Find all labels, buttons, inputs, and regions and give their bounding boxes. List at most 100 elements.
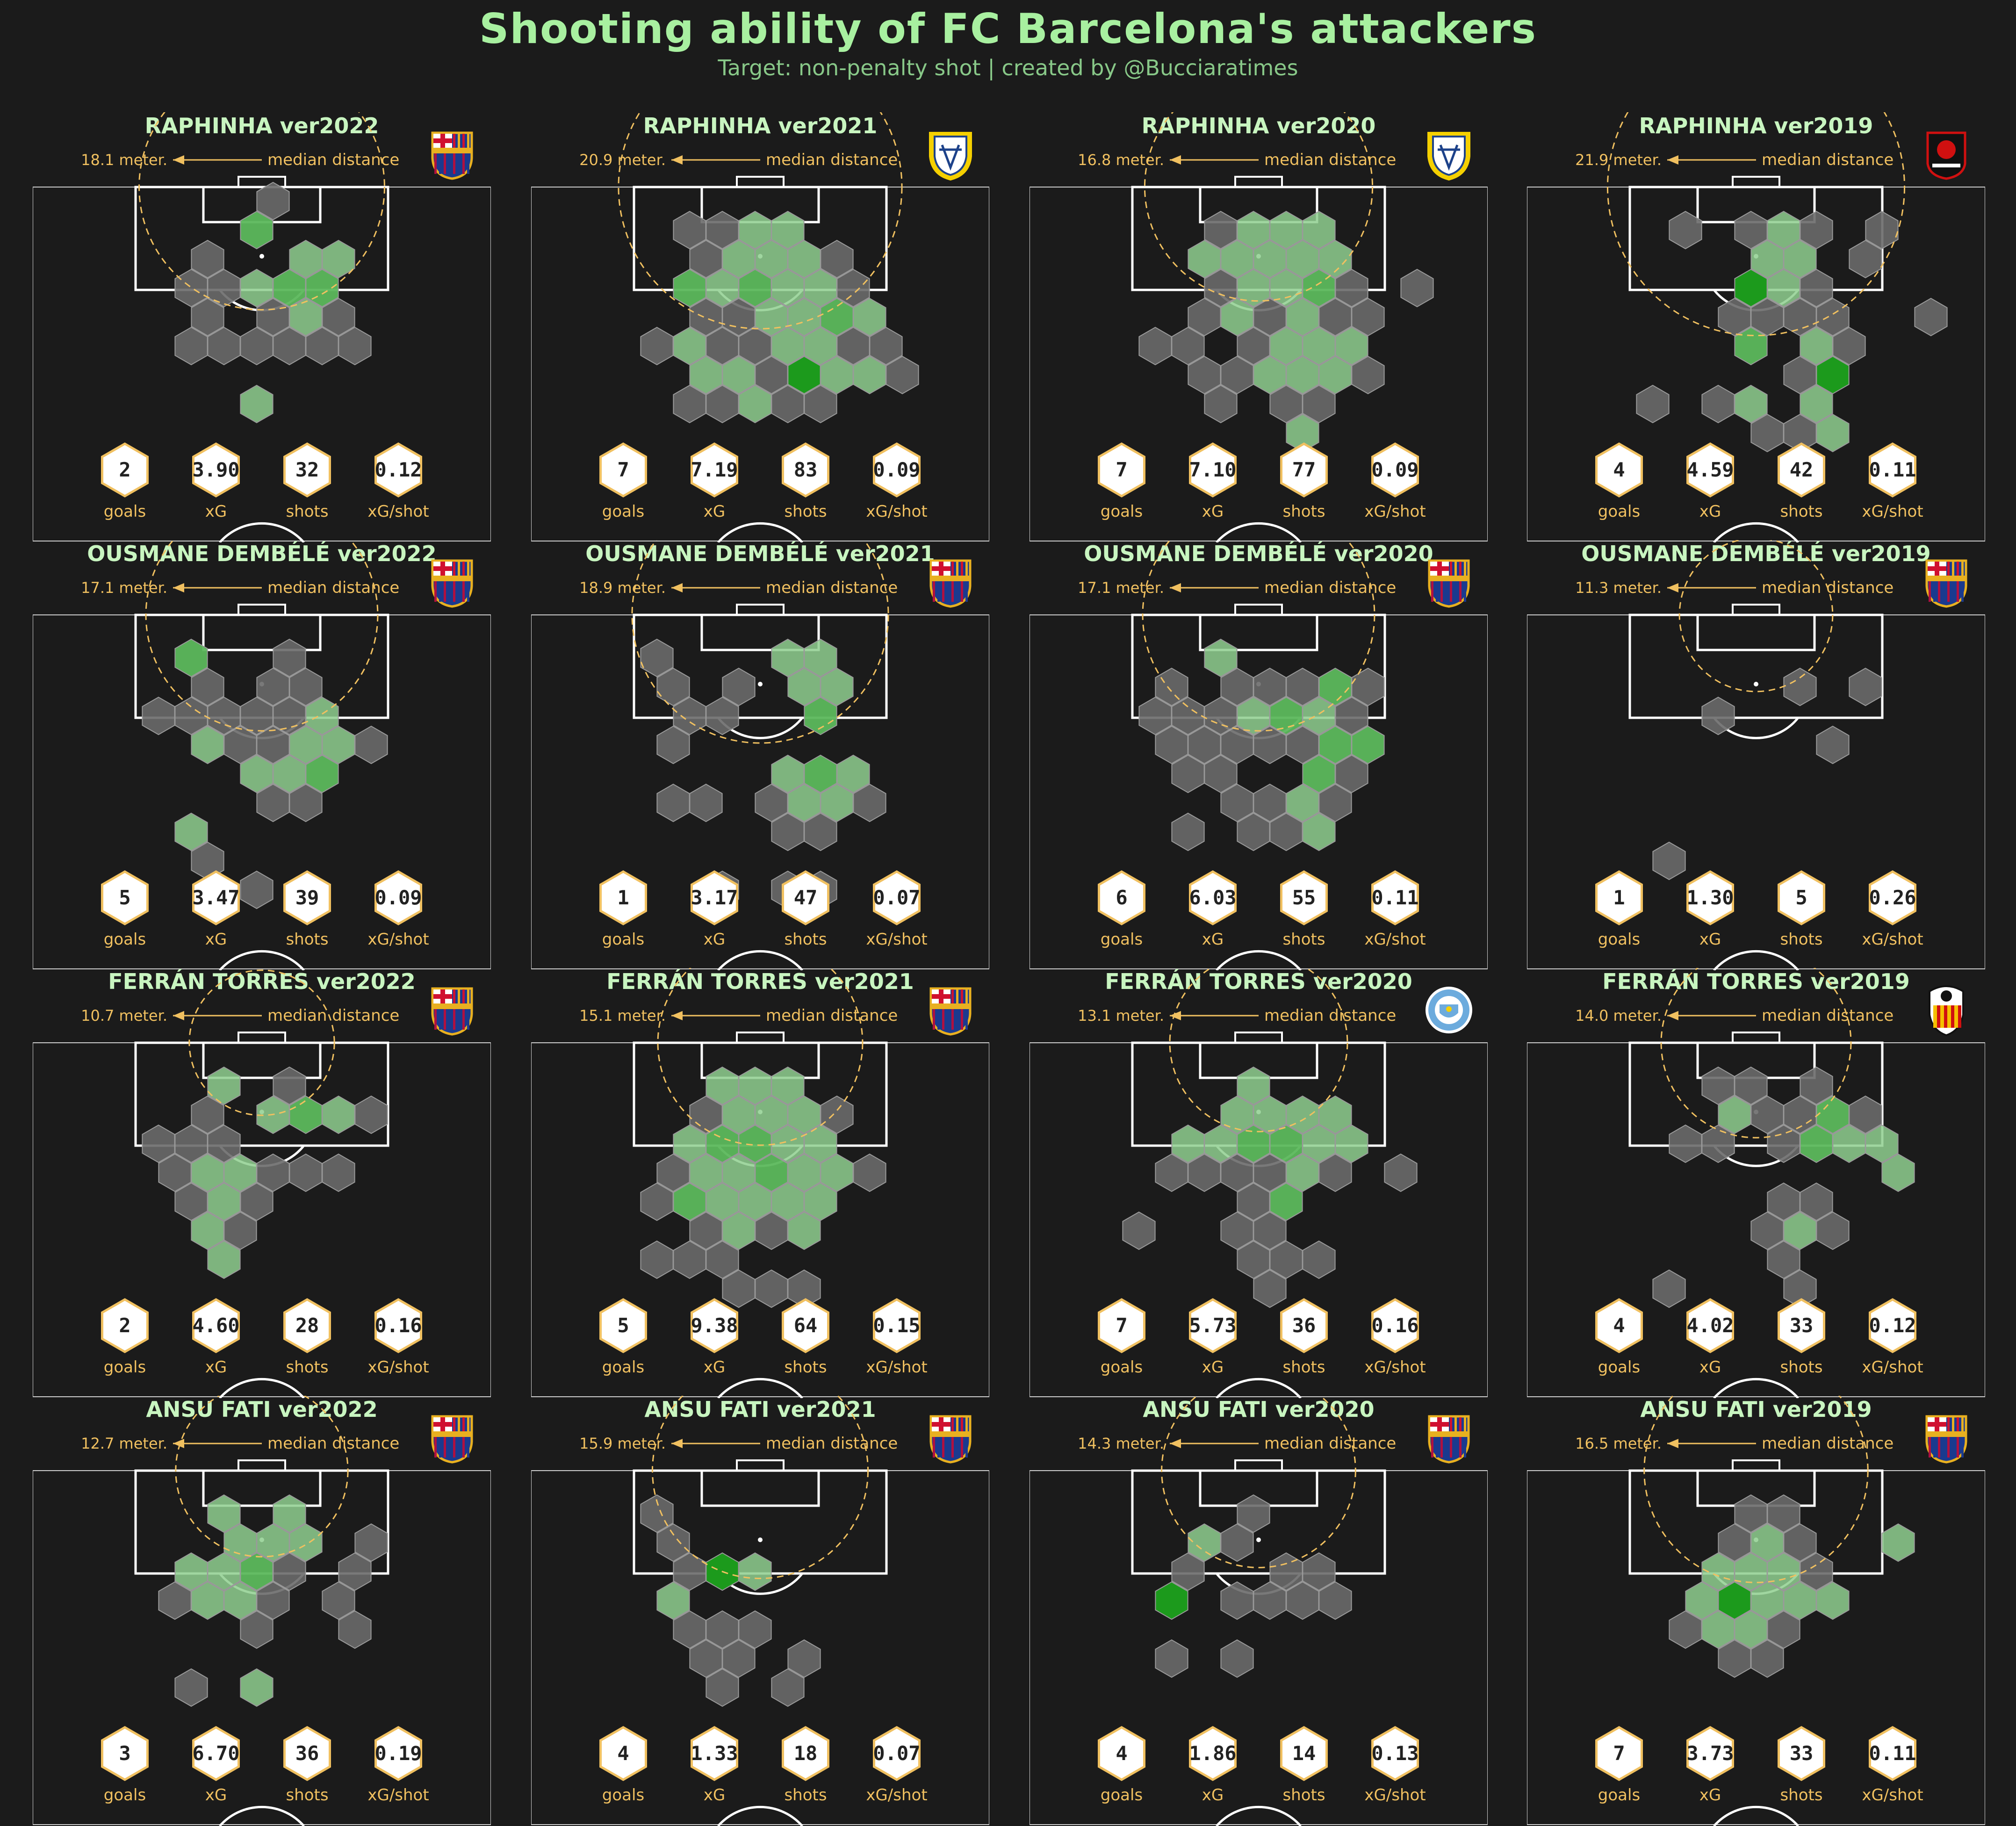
shot-hex [240,870,274,909]
xg-stat-label: xG [1202,1358,1224,1377]
shot-hex [1204,754,1238,794]
shot-hex [1800,1182,1833,1221]
xg-per-shot-stat-label: xG/shot [1364,1786,1426,1804]
shot-hex [1302,384,1336,424]
xg-stat-label: xG [704,502,725,521]
median-distance-label: median distance [766,1434,898,1453]
shot-hex [1800,210,1833,250]
shot-hex [354,725,388,765]
goals-stat-value: 3 [119,1742,130,1765]
shot-hex [1734,326,1768,366]
median-distance-value: 17.1 meter. [1078,579,1164,597]
shots-stat-badge [283,870,331,925]
xg-per-shot-stat-badge [873,870,921,925]
shots-stat-value: 33 [1790,1314,1814,1337]
shot-hex [1237,1066,1270,1105]
hexbin-chart: OUSMANE DEMBÉLÉ ver2020 17.1 meter. median… [1030,540,1488,970]
hexbin-chart: FERRÁN TORRES ver2022 10.7 meter. median d… [33,969,491,1398]
goals-stat-value: 4 [1116,1742,1127,1765]
shot-hex [1155,667,1188,707]
goals-stat-label: goals [1598,1358,1640,1377]
shots-stat-value: 14 [1292,1742,1316,1765]
goals-stat-badge [101,1298,149,1353]
panel-title: OUSMANE DEMBÉLÉ ver2022 [87,541,436,566]
pitch-outline [33,1470,491,1825]
shot-hex [289,783,323,823]
shot-hex [1155,1639,1188,1678]
goals-stat-value: 5 [119,886,130,909]
xg-per-shot-stat-value: 0.12 [374,458,422,481]
shot-hex [640,1494,674,1533]
median-arrow-head [1170,583,1181,592]
xg-per-shot-stat-value: 0.11 [1869,1742,1916,1765]
shots-stat-value: 28 [295,1314,319,1337]
shot-hex [1269,1182,1303,1221]
player-panel: OUSMANE DEMBÉLÉ ver2020 17.1 meter. median… [1030,540,1488,970]
xg-stat-badge [192,1726,240,1781]
goals-stat-badge [599,1298,647,1353]
xg-stat-value: 4.60 [192,1314,239,1337]
panel-title: RAPHINHA ver2019 [1639,113,1873,138]
shots-stat-value: 77 [1292,458,1316,481]
shot-hex [174,812,208,852]
shot-hex [1881,1523,1915,1562]
median-distance-label: median distance [1762,1434,1894,1453]
median-distance-circle [1169,968,1348,1133]
player-panel: OUSMANE DEMBÉLÉ ver2021 18.9 meter. median… [531,540,989,970]
median-distance-label: median distance [766,151,898,169]
penalty-spot [758,682,763,686]
player-panel: FERRÁN TORRES ver2022 10.7 meter. median d… [33,968,491,1398]
panel-title: ANSU FATI ver2020 [1143,1397,1374,1422]
rennes-crest-icon [1926,131,1966,180]
median-distance-circle [657,968,864,1146]
xg-per-shot-stat-badge [873,1726,921,1781]
xg-stat-badge [192,1298,240,1353]
shot-hex [322,239,355,279]
median-distance-value: 21.9 meter. [1575,151,1662,169]
shot-hex [1171,812,1205,852]
shot-hex [1318,1153,1352,1192]
xg-per-shot-stat-label: xG/shot [866,1358,927,1377]
median-distance-circle [175,1396,349,1558]
shots-stat-label: shots [286,1358,328,1377]
goals-stat-value: 7 [1613,1742,1625,1765]
shots-stat-label: shots [1780,1786,1822,1804]
xg-per-shot-stat-badge [873,442,921,498]
shot-hex [1652,841,1686,881]
goal [736,1459,785,1472]
shot-hex [322,1095,355,1134]
median-distance-circle [1643,1396,1869,1583]
shots-stat-label: shots [1282,1358,1325,1377]
shot-hex [1849,667,1882,707]
shot-hex [1800,384,1833,424]
hexbin-chart: ANSU FATI ver2022 12.7 meter. median dista… [33,1396,491,1826]
shot-hex [1881,1153,1915,1192]
xg-per-shot-stat-label: xG/shot [367,930,429,949]
goals-stat-badge [599,442,647,498]
shots-stat-badge [283,1298,331,1353]
shot-hex [1849,239,1882,279]
goal [238,176,286,188]
median-distance-value: 14.0 meter. [1575,1007,1662,1025]
goal [238,1032,286,1044]
hexbin-chart: FERRÁN TORRES ver2019 14.0 meter. median d… [1527,968,1985,1398]
panel-title: ANSU FATI ver2022 [146,1397,377,1422]
shot-hex [1849,1095,1882,1134]
goal [1234,604,1283,616]
barcelona-crest-icon [431,131,473,180]
barcelona-crest-icon [1428,559,1470,608]
median-distance-label: median distance [1762,1006,1894,1025]
shot-hex [1351,297,1385,337]
goals-stat-label: goals [1598,1786,1640,1804]
shot-hex [689,783,723,823]
xg-per-shot-stat-label: xG/shot [866,1786,927,1804]
center-arc [717,1805,803,1826]
shots-stat-badge [1280,1298,1328,1353]
goals-stat-value: 1 [1613,886,1625,909]
goal [1234,1032,1283,1044]
xg-per-shot-stat-value: 0.11 [1869,458,1916,481]
shots-stat-badge [782,442,829,498]
penalty-spot [1754,682,1758,686]
barcelona-crest-icon [929,987,972,1036]
shot-hex [240,1182,274,1221]
